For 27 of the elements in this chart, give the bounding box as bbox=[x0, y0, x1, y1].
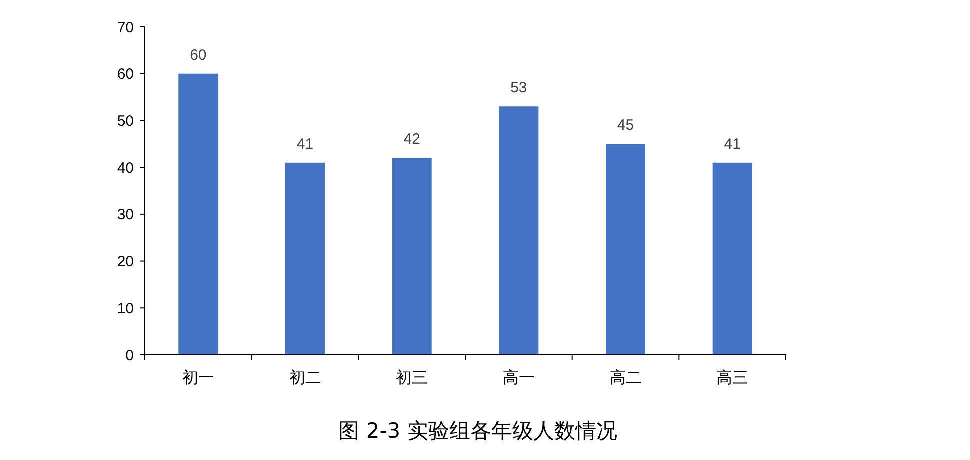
x-tick-label: 高一 bbox=[502, 368, 535, 387]
data-label: 45 bbox=[617, 117, 634, 134]
y-tick-label: 40 bbox=[117, 160, 134, 177]
x-tick-label: 初三 bbox=[396, 368, 428, 387]
x-tick-label: 高二 bbox=[610, 368, 642, 387]
data-label: 41 bbox=[296, 136, 314, 153]
data-label: 41 bbox=[724, 136, 741, 153]
bar bbox=[712, 162, 752, 355]
y-tick-label: 50 bbox=[117, 112, 134, 130]
x-tick-label: 初一 bbox=[182, 368, 214, 387]
y-tick-label: 60 bbox=[117, 66, 134, 84]
y-tick-label: 70 bbox=[117, 19, 134, 36]
y-tick-label: 0 bbox=[126, 347, 134, 364]
data-label: 53 bbox=[510, 80, 528, 97]
text: 图 2-3 实验组各年级人数情况 bbox=[338, 419, 618, 443]
bar bbox=[499, 106, 539, 355]
data-label: 60 bbox=[190, 46, 207, 64]
y-tick-label: 30 bbox=[117, 206, 134, 224]
bar bbox=[178, 74, 218, 355]
y-tick-label: 10 bbox=[117, 300, 134, 318]
y-tick-label: 20 bbox=[117, 254, 134, 271]
bar bbox=[285, 162, 326, 355]
bar bbox=[392, 158, 432, 355]
x-tick-label: 初二 bbox=[289, 368, 322, 387]
data-label: 42 bbox=[404, 131, 420, 148]
x-tick-label: 高三 bbox=[716, 368, 749, 387]
bar bbox=[606, 144, 646, 355]
